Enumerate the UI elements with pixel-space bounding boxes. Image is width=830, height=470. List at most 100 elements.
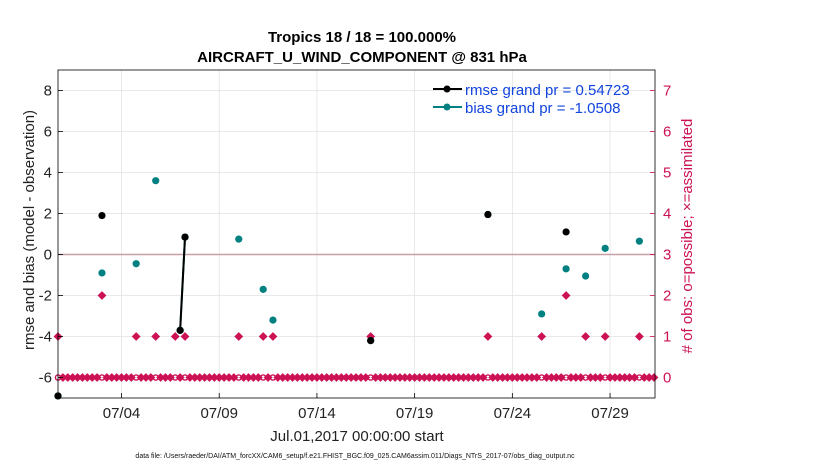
y-right-tick-label-5: 5 bbox=[663, 165, 671, 182]
zero-obs-marker-40 bbox=[249, 373, 258, 382]
zero-obs-marker-93 bbox=[507, 373, 517, 382]
legend-rmse-marker bbox=[443, 85, 451, 93]
zero-obs-marker-90 bbox=[493, 373, 503, 382]
obs-count-marker-15 bbox=[634, 332, 644, 341]
y-tick-label-6: 6 bbox=[44, 124, 52, 141]
zero-obs-marker-92 bbox=[503, 373, 512, 382]
obs-count-marker-5 bbox=[180, 332, 190, 341]
legend: rmse grand pr = 0.54723 bias grand pr = … bbox=[433, 82, 630, 117]
obs-count-marker-13 bbox=[581, 332, 591, 341]
zero-obs-marker-54 bbox=[317, 373, 327, 382]
zero-obs-marker-113 bbox=[605, 373, 615, 382]
zero-obs-marker-98 bbox=[532, 373, 542, 382]
zero-obs-marker-12 bbox=[112, 373, 122, 382]
zero-obs-marker-50 bbox=[297, 373, 307, 382]
series-1-point-6 bbox=[562, 228, 570, 236]
zero-obs-marker-35 bbox=[224, 373, 234, 382]
zero-obs-marker-3 bbox=[68, 373, 78, 382]
zero-obs-marker-33 bbox=[214, 373, 224, 382]
series-0-point-8 bbox=[269, 316, 277, 324]
zero-obs-marker-115 bbox=[615, 373, 625, 382]
zero-obs-marker-77 bbox=[429, 373, 439, 382]
zero-obs-marker-84 bbox=[463, 373, 473, 382]
zero-obs-marker-30 bbox=[200, 373, 209, 382]
obs-count-marker-14 bbox=[600, 332, 610, 341]
zero-obs-marker-95 bbox=[517, 373, 527, 382]
zero-obs-marker-82 bbox=[454, 373, 464, 382]
chart-subtitle: AIRCRAFT_U_WIND_COMPONENT @ 831 hPa bbox=[197, 49, 527, 66]
obs-count-marker-1 bbox=[97, 291, 107, 300]
y-right-tick-label-3: 3 bbox=[663, 247, 671, 264]
x-tick-label-3: 07/19 bbox=[396, 405, 434, 422]
series-1-point-4 bbox=[367, 337, 375, 345]
y-tick-label-1: -4 bbox=[39, 329, 52, 346]
zero-obs-marker-114 bbox=[610, 373, 620, 382]
zero-obs-marker-71 bbox=[400, 373, 410, 382]
y-axis-label: rmse and bias (model - observation) bbox=[21, 110, 38, 350]
x-axis-label: Jul.01,2017 00:00:00 start bbox=[270, 428, 444, 445]
zero-obs-marker-21 bbox=[156, 373, 165, 382]
zero-obs-marker-63 bbox=[361, 373, 371, 382]
zero-obs-marker-23 bbox=[165, 373, 175, 382]
zero-obs-marker-61 bbox=[351, 373, 361, 382]
zero-obs-marker-56 bbox=[327, 373, 336, 382]
y-tick-label-0: -6 bbox=[39, 370, 52, 387]
zero-obs-marker-52 bbox=[307, 373, 317, 382]
series-0-point-12 bbox=[562, 265, 570, 273]
zero-obs-marker-53 bbox=[312, 373, 322, 382]
series-points bbox=[54, 177, 643, 400]
chart-title: Tropics 18 / 18 = 100.000% bbox=[268, 29, 456, 46]
zero-obs-marker-96 bbox=[522, 373, 532, 382]
zero-obs-marker-48 bbox=[288, 373, 297, 382]
zero-obs-marker-117 bbox=[625, 373, 634, 382]
zero-obs-marker-109 bbox=[586, 373, 595, 382]
y-tick-label-4: 2 bbox=[44, 206, 52, 223]
zero-obs-marker-27 bbox=[185, 373, 195, 382]
obs-count-marker-4 bbox=[170, 332, 180, 341]
obs-count-marker-2 bbox=[131, 332, 141, 341]
zero-obs-marker-91 bbox=[498, 373, 507, 382]
zero-obs-marker-49 bbox=[292, 373, 302, 382]
x-tick-label-5: 07/29 bbox=[591, 405, 629, 422]
y-right-axis-label: # of obs: o=possible; ×=assimilated bbox=[679, 119, 696, 354]
series-0-point-1 bbox=[98, 269, 106, 277]
zero-obs-marker-7 bbox=[87, 373, 97, 382]
obs-count-marker-12 bbox=[561, 291, 571, 300]
obs-count-marker-8 bbox=[268, 332, 278, 341]
zero-obs-marker-76 bbox=[424, 373, 434, 382]
series-0-point-7 bbox=[259, 285, 267, 293]
zero-obs-marker-75 bbox=[420, 373, 429, 382]
zero-obs-marker-72 bbox=[405, 373, 415, 382]
zero-obs-marker-13 bbox=[117, 373, 126, 382]
series-0-point-6 bbox=[235, 235, 243, 243]
y-tick-label-7: 8 bbox=[44, 83, 52, 100]
y-tick-label-3: 0 bbox=[44, 247, 52, 264]
zero-obs-marker-34 bbox=[219, 373, 229, 382]
zero-obs-marker-86 bbox=[473, 373, 483, 382]
zero-obs-marker-38 bbox=[239, 373, 249, 382]
x-tick-label-4: 07/24 bbox=[494, 405, 532, 422]
zero-obs-marker-81 bbox=[449, 373, 459, 382]
zero-obs-marker-116 bbox=[620, 373, 630, 382]
zero-obs-marker-46 bbox=[278, 373, 288, 382]
zero-obs-marker-83 bbox=[459, 373, 468, 382]
zero-obs-marker-2 bbox=[63, 373, 73, 382]
x-tick-label-0: 07/04 bbox=[103, 405, 141, 422]
y-right-ticks: 0 1 2 3 4 5 6 7 bbox=[650, 83, 671, 387]
series-1-point-1 bbox=[98, 211, 106, 220]
zero-obs-marker-17 bbox=[136, 373, 146, 382]
zero-obs-marker-65 bbox=[371, 373, 380, 382]
zero-obs-marker-8 bbox=[92, 373, 102, 382]
zero-obs-marker-19 bbox=[146, 373, 156, 382]
obs-count-marker-7 bbox=[258, 332, 268, 341]
x-tick-label-1: 07/09 bbox=[200, 405, 238, 422]
zero-obs-marker-121 bbox=[644, 373, 654, 382]
y-right-tick-label-4: 4 bbox=[663, 206, 671, 223]
series-1-segment-0 bbox=[179, 237, 187, 331]
series-1-point-3 bbox=[181, 233, 189, 241]
zero-obs-marker-4 bbox=[73, 373, 82, 382]
y-right-tick-label-1: 1 bbox=[663, 329, 671, 346]
zero-obs-marker-29 bbox=[195, 373, 205, 382]
obs-count-marker-11 bbox=[537, 332, 547, 341]
zero-obs-marker-25 bbox=[175, 373, 185, 382]
